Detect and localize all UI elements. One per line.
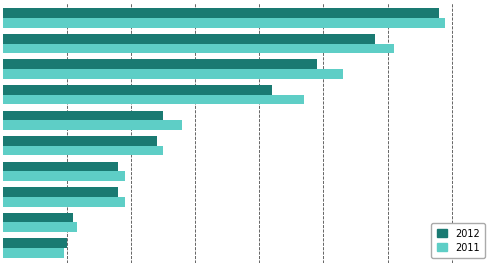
Bar [3,120,182,130]
Bar [3,44,394,53]
Bar [3,197,125,206]
Bar [3,9,439,18]
Bar [3,213,73,222]
Bar [3,136,157,146]
Legend: 2012, 2011: 2012, 2011 [431,223,486,258]
Bar [3,238,67,248]
Bar [3,187,118,197]
Bar [3,146,163,155]
Bar [3,248,65,257]
Bar [3,171,125,181]
Bar [3,222,77,232]
Bar [3,111,163,120]
Bar [3,69,343,79]
Bar [3,34,375,44]
Bar [3,85,272,95]
Bar [3,18,445,28]
Bar [3,162,118,171]
Bar [3,60,317,69]
Bar [3,95,304,104]
